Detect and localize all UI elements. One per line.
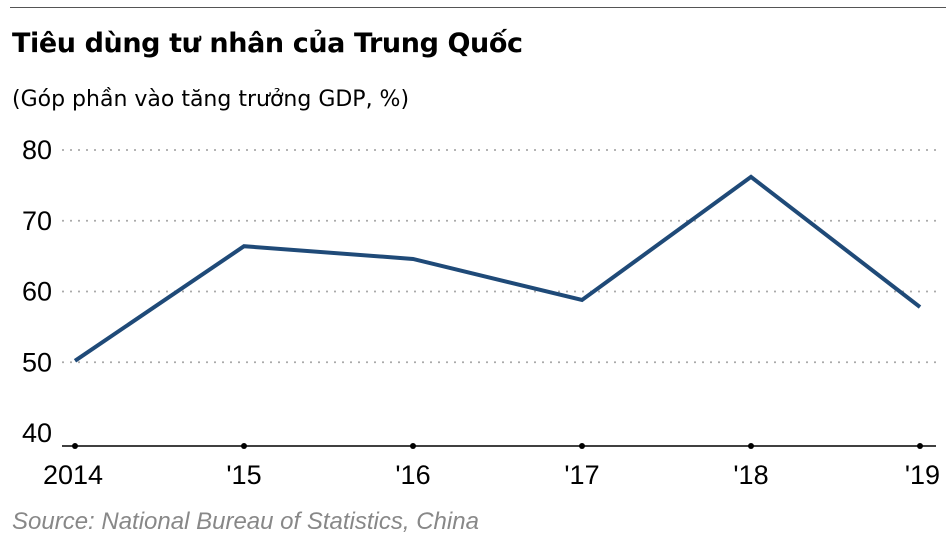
chart-title: Tiêu dùng tư nhân của Trung Quốc [12, 28, 523, 59]
x-tick-label: '18 [733, 460, 768, 490]
y-tick-label-60: 60 [22, 277, 52, 307]
y-tick-label-40: 40 [22, 418, 52, 448]
x-tick-mark [917, 443, 923, 449]
x-tick-label: '16 [395, 460, 430, 490]
x-tick-mark [410, 443, 416, 449]
x-tick-label: '17 [564, 460, 599, 490]
x-tick-label: '19 [905, 460, 940, 490]
chart-subtitle: (Góp phần vào tăng trưởng GDP, %) [12, 87, 410, 112]
x-tick-mark [748, 443, 754, 449]
source-note: Source: National Bureau of Statistics, C… [12, 508, 479, 535]
top-rule [10, 7, 946, 8]
series-line [73, 174, 922, 363]
x-axis-ticks: 2014 '15 '16 '17 '18 '19 [43, 443, 940, 490]
y-tick-label-80: 80 [22, 135, 52, 165]
y-tick-label-50: 50 [22, 347, 52, 377]
y-tick-label-70: 70 [22, 206, 52, 236]
x-tick-mark [241, 443, 247, 449]
x-tick-label: 2014 [43, 460, 103, 490]
x-tick-mark [579, 443, 585, 449]
x-tick-label: '15 [226, 460, 261, 490]
gridlines [62, 149, 936, 364]
y-axis-ticks: 40 50 60 70 80 [22, 135, 52, 448]
x-tick-mark [72, 443, 78, 449]
